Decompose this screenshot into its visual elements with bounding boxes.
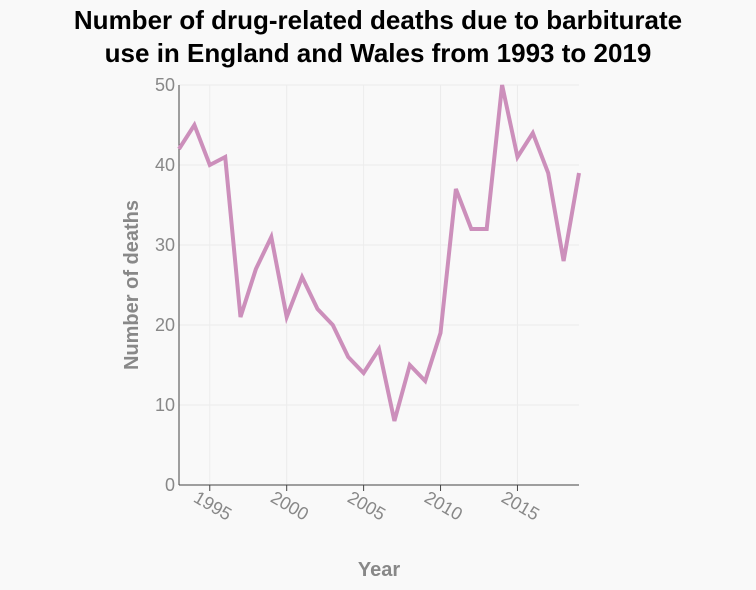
chart-title: Number of drug-related deaths due to bar… [0,4,756,70]
x-axis-title: Year [358,559,400,581]
plot-area [179,85,579,485]
y-tick-label: 20 [155,315,175,335]
chart-title-line-1: Number of drug-related deaths due to bar… [73,5,683,35]
y-tick-label: 50 [155,75,175,95]
axes [178,85,579,491]
chart-title-line-2: use in England and Wales from 1993 to 20… [104,38,652,68]
y-tick-label: 0 [165,475,175,495]
x-tick-label: 2015 [498,487,543,524]
y-tick-label: 30 [155,235,175,255]
gridlines [179,84,579,486]
x-tick-label: 2010 [421,487,466,524]
x-tick-label: 2005 [344,487,389,524]
y-tick-label: 10 [155,395,175,415]
series-layer [177,84,581,422]
x-tick-label: 1995 [190,487,235,524]
y-tick-label: 40 [155,155,175,175]
y-axis-title: Number of deaths [121,200,143,370]
x-tick-label: 2000 [267,487,312,524]
